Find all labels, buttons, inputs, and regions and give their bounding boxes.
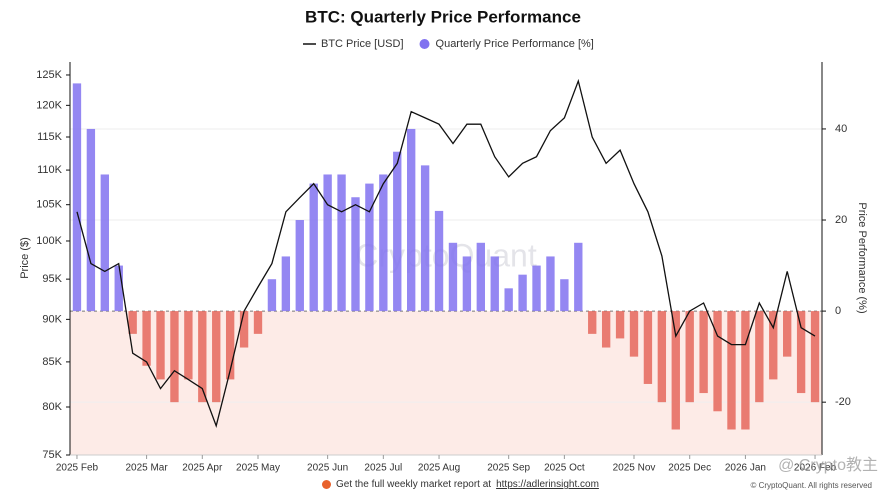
- bar: [755, 311, 764, 403]
- bar: [114, 265, 123, 312]
- bar: [225, 311, 235, 380]
- bar: [601, 311, 611, 348]
- x-tick-label: 2025 May: [236, 463, 280, 474]
- bar: [727, 311, 736, 430]
- bar: [365, 183, 374, 312]
- bar: [434, 210, 444, 312]
- bar: [671, 311, 680, 430]
- x-tick-label: 2025 Aug: [418, 463, 460, 474]
- bar: [100, 174, 109, 312]
- y-tick-label: 105K: [36, 199, 62, 211]
- footer-icon: [322, 480, 331, 489]
- bar: [560, 279, 569, 312]
- x-tick-label: 2026 Feb: [794, 463, 837, 474]
- bar: [142, 311, 151, 366]
- x-tick-label: 2025 Jun: [307, 463, 348, 474]
- bar: [281, 256, 291, 312]
- bar: [309, 183, 318, 312]
- bar: [769, 311, 778, 380]
- bar: [379, 174, 388, 312]
- bar: [323, 174, 332, 312]
- y2-tick-label: -20: [835, 396, 851, 408]
- y-tick-label: 75K: [42, 449, 62, 461]
- bar: [476, 242, 485, 312]
- bar: [490, 256, 499, 312]
- y-tick-label: 125K: [36, 69, 62, 81]
- bar: [588, 311, 597, 334]
- bar: [407, 128, 416, 312]
- bar: [156, 311, 165, 380]
- bar: [518, 274, 527, 312]
- bar: [574, 242, 583, 312]
- bar: [643, 311, 653, 384]
- bar: [253, 311, 263, 334]
- price-line: [76, 78, 816, 428]
- bar: [685, 311, 694, 403]
- x-tick-label: 2025 Apr: [182, 463, 223, 474]
- x-tick-label: 2025 Oct: [544, 463, 585, 474]
- y-tick-label: 85K: [42, 356, 62, 368]
- y2-tick-label: 40: [835, 123, 847, 135]
- footer-message: Get the full weekly market report at http…: [322, 479, 599, 490]
- bar: [393, 151, 402, 312]
- bar: [783, 311, 792, 357]
- negative-zone: [70, 311, 822, 455]
- x-tick-label: 2025 Mar: [125, 463, 168, 474]
- y2-tick-label: 0: [835, 305, 841, 317]
- bar: [532, 265, 541, 312]
- y-tick-label: 90K: [42, 313, 62, 325]
- bar: [170, 311, 179, 403]
- y-tick-label: 100K: [36, 235, 62, 247]
- bar: [184, 311, 193, 380]
- bar: [72, 83, 82, 312]
- bar: [239, 311, 249, 348]
- legend-label: BTC Price [USD]: [321, 38, 404, 50]
- overlay-watermark: @ Crypto教主: [778, 456, 878, 474]
- bar: [741, 311, 750, 430]
- bar: [448, 242, 458, 312]
- y-tick-label: 115K: [37, 131, 63, 143]
- bar: [796, 311, 806, 394]
- y-tick-label: 110K: [37, 164, 63, 176]
- y-tick-label: 80K: [42, 401, 62, 413]
- bar: [699, 311, 708, 394]
- x-tick-label: 2025 Feb: [56, 463, 99, 474]
- bar: [504, 288, 513, 312]
- bar: [351, 197, 360, 312]
- copyright: © CryptoQuant. All rights reserved: [750, 481, 873, 490]
- bar: [128, 311, 137, 334]
- bar: [462, 256, 472, 312]
- bar: [212, 311, 221, 403]
- x-tick-label: 2025 Dec: [668, 463, 711, 474]
- bar: [810, 311, 820, 403]
- x-tick-label: 2025 Jul: [364, 463, 402, 474]
- bar: [713, 311, 722, 412]
- y2-axis-title: Price Performance (%): [856, 202, 868, 313]
- y-tick-label: 95K: [42, 273, 62, 285]
- chart: BTC: Quarterly Price Performance Price (…: [19, 7, 878, 474]
- bar: [86, 128, 96, 312]
- y-tick-label: 120K: [36, 99, 62, 111]
- footer-link[interactable]: https://adlerinsight.com: [496, 479, 599, 490]
- bar: [420, 165, 430, 312]
- legend-label: Quarterly Price Performance [%]: [436, 38, 594, 50]
- bar: [546, 256, 555, 312]
- x-tick-label: 2025 Sep: [487, 463, 530, 474]
- footer-text: Get the full weekly market report at: [336, 479, 492, 490]
- footer: Get the full weekly market report at http…: [0, 476, 886, 497]
- bar: [615, 311, 625, 339]
- bar: [198, 311, 207, 403]
- y2-tick-label: 20: [835, 214, 847, 226]
- legend-swatch: [419, 39, 430, 49]
- bar: [657, 311, 667, 403]
- y-axis-title: Price ($): [19, 237, 31, 279]
- bar: [629, 311, 639, 357]
- bar: [295, 220, 304, 312]
- bar: [337, 174, 346, 312]
- chart-title: BTC: Quarterly Price Performance: [305, 7, 581, 26]
- x-tick-label: 2026 Jan: [725, 463, 766, 474]
- x-tick-label: 2025 Nov: [613, 463, 656, 474]
- bar: [267, 279, 277, 312]
